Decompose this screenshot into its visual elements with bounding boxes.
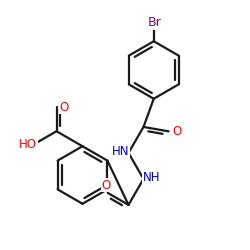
Text: O: O xyxy=(172,125,181,138)
Text: O: O xyxy=(60,101,69,114)
Text: O: O xyxy=(102,179,111,192)
Text: NH: NH xyxy=(143,171,160,184)
Text: HO: HO xyxy=(19,138,37,150)
Text: Br: Br xyxy=(148,16,162,29)
Text: HN: HN xyxy=(112,145,129,158)
